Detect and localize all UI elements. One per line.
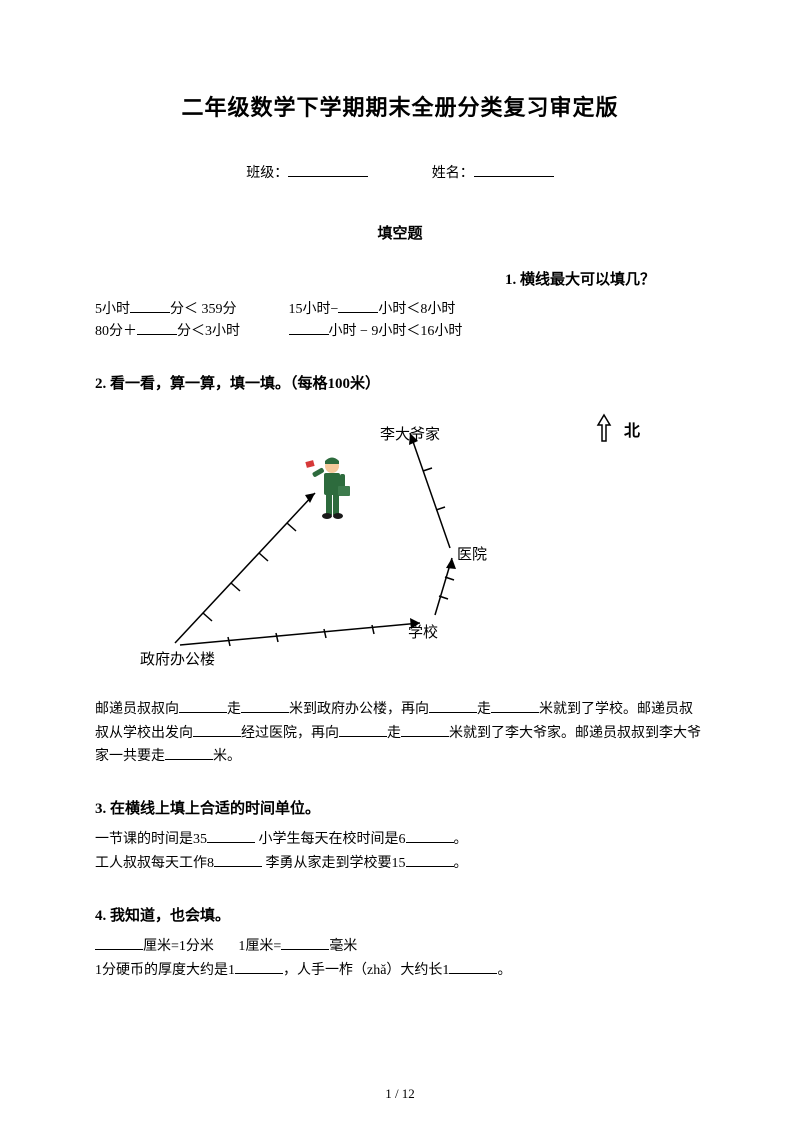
blank xyxy=(289,334,329,335)
q4-l1b: 1厘米= xyxy=(238,939,281,954)
blank xyxy=(449,973,497,974)
q4-l2a: 1分硬币的厚度大约是1 xyxy=(95,963,235,978)
q2-title: 2. 看一看，算一算，填一填。（每格100米） xyxy=(95,372,705,393)
q1-l1-la: 5小时 xyxy=(95,302,130,317)
page-footer: 1 / 12 xyxy=(0,1086,800,1102)
q4-title: 4. 我知道，也会填。 xyxy=(95,904,705,925)
label-school: 学校 xyxy=(408,621,438,642)
blank xyxy=(406,866,454,867)
north-text: 北 xyxy=(624,417,640,441)
q1-l2-la: 80分＋ xyxy=(95,324,137,339)
q2-text: 邮递员叔叔向走米到政府办公楼，再向走米就到了学校。邮递员叔叔从学校出发向经过医院… xyxy=(95,698,705,769)
q3-l1c: 。 xyxy=(454,832,468,847)
info-row: 班级： 姓名： xyxy=(95,162,705,182)
blank xyxy=(429,712,477,713)
q2t-c: 米到政府办公楼，再向 xyxy=(289,702,429,717)
blank xyxy=(130,312,170,313)
label-gov: 政府办公楼 xyxy=(140,648,215,669)
q4-l2c: 。 xyxy=(497,963,511,978)
blank xyxy=(241,712,289,713)
q2-diagram: 北 李大爷家 医院 学校 政府办公楼 xyxy=(150,403,650,683)
q2t-i: 米。 xyxy=(213,749,241,764)
blank xyxy=(491,712,539,713)
q4-content: 厘米=1分米 1厘米= 毫米 1分硬币的厚度大约是1 ，人手一柞（zhǎ）大约长1 。 xyxy=(95,935,705,983)
blank xyxy=(95,949,143,950)
name-label: 姓名： xyxy=(432,166,474,181)
q2t-g: 走 xyxy=(387,726,401,741)
q4-l1a: 厘米=1分米 xyxy=(143,939,214,954)
page-title: 二年级数学下学期期末全册分类复习审定版 xyxy=(95,90,705,122)
blank xyxy=(235,973,283,974)
q3-l2c: 。 xyxy=(454,856,468,871)
blank xyxy=(281,949,329,950)
q2t-f: 经过医院，再向 xyxy=(241,726,339,741)
label-li: 李大爷家 xyxy=(380,423,440,444)
q1-content: 5小时 分＜ 359分 15小时− 小时＜8小时 80分＋ 分＜3小时 小时 − 9小… xyxy=(95,299,705,344)
name-blank xyxy=(474,176,554,177)
q1-l1-ra: 15小时− xyxy=(289,302,339,317)
blank xyxy=(214,866,262,867)
q2t-b: 走 xyxy=(227,702,241,717)
q4-l2b: ，人手一柞（zhǎ）大约长1 xyxy=(283,963,449,978)
blank xyxy=(339,736,387,737)
class-blank xyxy=(288,176,368,177)
q1-l2-lb: 分＜3小时 xyxy=(177,324,240,339)
blank xyxy=(207,842,255,843)
q4-l1c: 毫米 xyxy=(329,939,357,954)
q3-l1b: 小学生每天在校时间是6 xyxy=(259,832,406,847)
q3-l1a: 一节课的时间是35 xyxy=(95,832,207,847)
q3-content: 一节课的时间是35 小学生每天在校时间是6 。 工人叔叔每天工作8 李勇从家走到学… xyxy=(95,828,705,876)
blank xyxy=(193,736,241,737)
q2t-d: 走 xyxy=(477,702,491,717)
blank xyxy=(137,334,177,335)
label-hospital: 医院 xyxy=(457,543,487,564)
q1-l1-lb: 分＜ 359分 xyxy=(170,302,237,317)
north-indicator: 北 xyxy=(594,413,640,445)
q3-l2a: 工人叔叔每天工作8 xyxy=(95,856,214,871)
blank xyxy=(401,736,449,737)
blank xyxy=(338,312,378,313)
q2t-a: 邮递员叔叔向 xyxy=(95,702,179,717)
q3-l2b: 李勇从家走到学校要15 xyxy=(266,856,406,871)
class-label: 班级： xyxy=(246,166,288,181)
blank xyxy=(165,759,213,760)
blank xyxy=(179,712,227,713)
north-arrow-icon xyxy=(594,413,614,445)
q1-l2-rb: 小时 − 9小时＜16小时 xyxy=(329,324,463,339)
q1-l1-rb: 小时＜8小时 xyxy=(378,302,455,317)
blank xyxy=(406,842,454,843)
q1-title: 1. 横线最大可以填几？ xyxy=(95,268,705,289)
q3-title: 3. 在横线上填上合适的时间单位。 xyxy=(95,797,705,818)
section-header: 填空题 xyxy=(95,222,705,243)
